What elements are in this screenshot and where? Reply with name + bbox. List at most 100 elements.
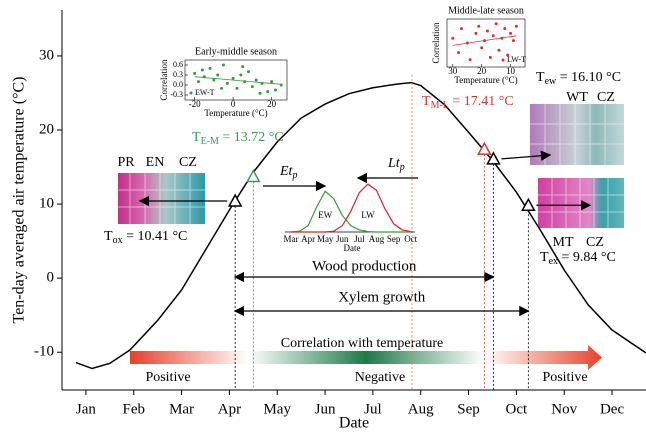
arrow bbox=[501, 150, 552, 161]
marker bbox=[227, 193, 243, 207]
x-tick-label: Oct bbox=[506, 401, 528, 417]
inset-point bbox=[270, 80, 274, 84]
inset-point bbox=[221, 63, 225, 67]
inset-x-tick-label: 20 bbox=[267, 99, 277, 109]
inset-point bbox=[477, 24, 481, 28]
inset-y-tick-label: 0.6 bbox=[173, 60, 183, 69]
inset-legend-dot bbox=[189, 91, 193, 95]
marker-text: = 17.41 °C bbox=[449, 94, 514, 109]
marker-symbol: T bbox=[422, 94, 431, 109]
micrograph-label: MT bbox=[553, 235, 574, 250]
inset-point bbox=[258, 91, 262, 95]
inset-point bbox=[474, 31, 478, 35]
inset-point bbox=[231, 76, 235, 80]
inset-x-tick-label: -20 bbox=[189, 99, 201, 109]
x-tick-label: May bbox=[263, 401, 291, 417]
inset-x-tick-label: 30 bbox=[448, 66, 458, 76]
phase-sub: p bbox=[399, 162, 405, 173]
gradient-label: Negative bbox=[355, 370, 406, 385]
inset-point bbox=[216, 73, 220, 77]
inset-point bbox=[480, 46, 484, 50]
y-axis-label: Ten-day averaged air temperature (°C) bbox=[11, 77, 28, 324]
marker-label: Tex = 9.84 °C bbox=[540, 250, 616, 267]
inset-point bbox=[193, 71, 197, 75]
dist-tick-label: Jun bbox=[336, 234, 349, 244]
marker-label: TE-M = 13.72 °C bbox=[192, 130, 284, 147]
dist-line bbox=[290, 190, 411, 233]
inset-point bbox=[208, 66, 212, 70]
inset-point bbox=[235, 86, 239, 90]
x-tick-label: Jan bbox=[76, 401, 96, 417]
marker bbox=[246, 168, 261, 183]
x-tick-label: Jun bbox=[315, 401, 336, 417]
marker-text: = 16.10 °C bbox=[556, 70, 621, 85]
inset-point bbox=[225, 81, 229, 85]
inset-point bbox=[200, 68, 204, 72]
inset-point bbox=[485, 29, 489, 33]
phase-label: Ltp bbox=[387, 156, 405, 173]
y-tick-label: 20 bbox=[39, 121, 54, 137]
y-tick-label: 10 bbox=[39, 196, 54, 212]
marker-sub: E-M bbox=[201, 136, 219, 147]
dist-tick-label: Mar bbox=[284, 234, 299, 244]
x-axis-label: Date bbox=[339, 415, 369, 432]
x-tick-label: Feb bbox=[122, 401, 145, 417]
inset-legend: EW-T bbox=[195, 88, 215, 97]
marker-label: Tew = 16.10 °C bbox=[536, 70, 621, 87]
marker-sub: M-L bbox=[431, 100, 449, 111]
marker-symbol: T bbox=[540, 250, 549, 265]
marker-symbol: T bbox=[104, 229, 113, 244]
marker-label: TM-L = 17.41 °C bbox=[422, 94, 514, 111]
marker-sub: ex bbox=[549, 256, 558, 267]
dist-tick-label: May bbox=[317, 234, 334, 244]
gradient-label: Positive bbox=[145, 370, 190, 385]
span-label: Wood production bbox=[312, 258, 417, 274]
inset-title: Early-middle season bbox=[195, 46, 277, 57]
dist-tick-label: Oct bbox=[404, 234, 417, 244]
temperature-line bbox=[75, 81, 646, 370]
x-tick-label: Nov bbox=[551, 401, 577, 417]
inset-trend bbox=[452, 35, 517, 46]
x-tick-label: Dec bbox=[600, 401, 624, 417]
marker-text: = 13.72 °C bbox=[219, 130, 284, 145]
inset-point bbox=[514, 24, 518, 28]
span-label: Xylem growth bbox=[338, 289, 426, 305]
dist-axis-label: Date bbox=[344, 243, 361, 253]
dist-legend: LW bbox=[361, 210, 375, 220]
phase-label: Etp bbox=[279, 164, 297, 181]
inset-point bbox=[497, 48, 501, 52]
marker-sub: ox bbox=[113, 235, 123, 246]
dist-legend: EW bbox=[318, 210, 332, 220]
inset-point bbox=[457, 51, 461, 55]
x-tick-label: Mar bbox=[169, 401, 194, 417]
y-tick-label: 0 bbox=[47, 270, 55, 286]
phase-sub: p bbox=[291, 170, 297, 181]
inset-ylabel: Correlation bbox=[159, 59, 169, 100]
inset-point bbox=[254, 78, 258, 82]
marker-symbol: T bbox=[192, 130, 201, 145]
inset-point bbox=[273, 88, 277, 92]
inset-y-tick-label: 0.3 bbox=[173, 70, 183, 79]
inset-ylabel: Correlation bbox=[431, 22, 441, 63]
inset-point bbox=[266, 90, 270, 94]
dist-tick-label: Aug bbox=[369, 234, 385, 244]
cell-walls bbox=[118, 104, 624, 228]
inset-point bbox=[241, 65, 245, 69]
inset-point bbox=[239, 73, 243, 77]
y-tick-label: 30 bbox=[39, 47, 54, 63]
x-tick-label: Aug bbox=[408, 401, 434, 417]
marker-symbol: T bbox=[536, 70, 545, 85]
micrograph-label: WT bbox=[566, 90, 588, 105]
micrograph bbox=[538, 178, 624, 228]
inset-point bbox=[196, 80, 200, 84]
inset-point bbox=[220, 86, 224, 90]
gradient-label: Positive bbox=[542, 370, 587, 385]
micrograph-label: EN bbox=[146, 155, 165, 170]
inset-x-tick-label: 20 bbox=[477, 66, 487, 76]
inset-x-tick-label: 10 bbox=[506, 66, 516, 76]
inset-point bbox=[459, 27, 463, 31]
inset-xlabel: Temperature (°C) bbox=[454, 75, 517, 85]
micrograph-label: PR bbox=[117, 155, 135, 170]
inset-trend bbox=[194, 76, 282, 85]
micrograph bbox=[118, 173, 205, 224]
